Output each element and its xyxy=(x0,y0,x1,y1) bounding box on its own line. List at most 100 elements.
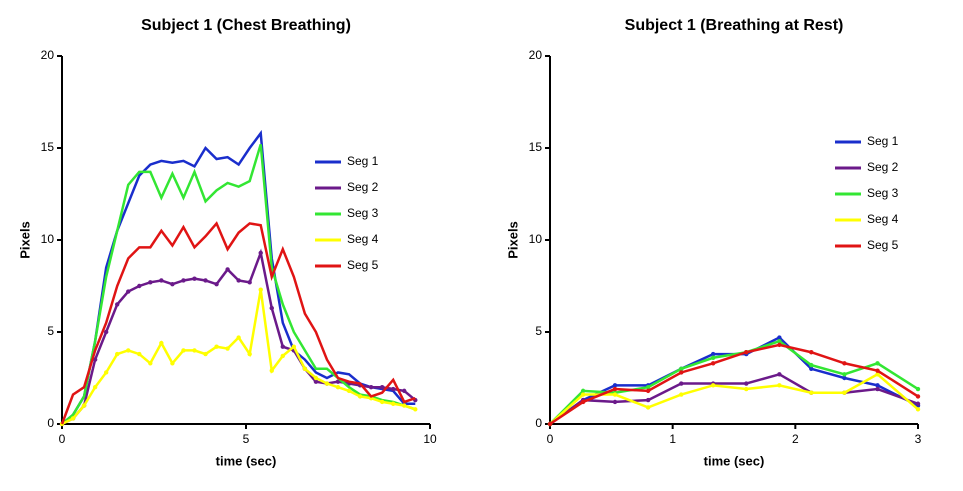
y-tick-label: 10 xyxy=(41,232,55,246)
point xyxy=(679,366,684,371)
x-axis-label: time (sec) xyxy=(704,453,765,468)
y-tick-label: 10 xyxy=(529,232,543,246)
point xyxy=(126,348,131,353)
legend-label: Seg 5 xyxy=(867,238,899,252)
point xyxy=(915,407,921,412)
point xyxy=(915,394,921,399)
point xyxy=(710,355,716,360)
point xyxy=(875,361,880,366)
y-tick-label: 15 xyxy=(529,140,543,154)
point xyxy=(744,350,749,355)
point xyxy=(875,372,880,377)
point xyxy=(402,403,407,408)
point xyxy=(192,276,197,281)
point xyxy=(915,401,921,406)
point xyxy=(710,383,716,388)
point xyxy=(645,405,651,410)
legend-label: Seg 5 xyxy=(347,258,379,272)
point xyxy=(280,353,285,359)
x-tick-label: 0 xyxy=(59,432,66,446)
series-line xyxy=(60,221,416,425)
point xyxy=(92,385,98,390)
y-axis-label: Pixels xyxy=(17,221,32,259)
y-tick-label: 5 xyxy=(47,324,54,338)
point xyxy=(612,383,618,388)
point xyxy=(269,305,274,311)
point xyxy=(580,399,586,405)
point xyxy=(580,392,586,397)
point xyxy=(346,388,352,394)
x-tick-label: 5 xyxy=(243,432,250,446)
point xyxy=(126,289,131,294)
y-tick-label: 0 xyxy=(47,416,54,430)
legend-label: Seg 1 xyxy=(867,134,899,148)
point xyxy=(214,344,219,349)
point xyxy=(379,399,385,405)
x-tick-label: 1 xyxy=(669,432,676,446)
point xyxy=(236,335,241,340)
point xyxy=(679,381,684,386)
x-tick-label: 3 xyxy=(915,432,922,446)
point xyxy=(744,386,749,392)
legend-label: Seg 2 xyxy=(347,180,379,194)
point xyxy=(744,381,749,386)
legend-label: Seg 3 xyxy=(347,206,379,220)
point xyxy=(679,370,684,375)
point xyxy=(148,280,153,285)
point xyxy=(645,385,651,390)
legend-label: Seg 2 xyxy=(867,160,899,174)
point xyxy=(214,281,219,287)
point xyxy=(710,351,716,357)
point xyxy=(170,361,175,366)
point xyxy=(269,368,274,373)
point xyxy=(115,351,120,357)
x-axis-label: time (sec) xyxy=(216,453,277,468)
point xyxy=(777,383,782,388)
point xyxy=(842,361,847,366)
point xyxy=(391,386,396,392)
point xyxy=(842,390,847,395)
point xyxy=(335,385,341,390)
point xyxy=(612,392,618,397)
point xyxy=(103,329,109,335)
y-tick-label: 20 xyxy=(529,48,543,62)
point xyxy=(809,350,814,355)
legend-label: Seg 4 xyxy=(867,212,899,226)
point xyxy=(547,421,553,427)
y-tick-label: 15 xyxy=(41,140,55,154)
point xyxy=(192,348,197,353)
point xyxy=(402,388,407,394)
point xyxy=(379,385,385,390)
point xyxy=(809,362,814,368)
point xyxy=(809,366,814,371)
point xyxy=(92,357,98,362)
point xyxy=(777,335,782,340)
point xyxy=(159,278,164,283)
point xyxy=(148,361,153,366)
point xyxy=(809,390,814,395)
point xyxy=(291,344,297,349)
series-line xyxy=(61,129,416,425)
point xyxy=(137,283,142,289)
point xyxy=(842,375,847,381)
series-line xyxy=(549,343,919,426)
point xyxy=(777,372,782,377)
point xyxy=(413,407,418,412)
point xyxy=(103,370,109,375)
point xyxy=(70,416,76,421)
x-tick-label: 0 xyxy=(547,432,554,446)
legend-label: Seg 4 xyxy=(347,232,379,246)
point xyxy=(645,397,651,403)
point xyxy=(313,379,319,384)
series-line xyxy=(549,372,919,425)
series-line xyxy=(549,372,919,426)
point xyxy=(875,386,880,392)
point xyxy=(335,379,341,384)
point xyxy=(324,381,330,386)
point xyxy=(357,394,363,399)
point xyxy=(181,278,186,283)
point xyxy=(236,278,241,283)
series-line xyxy=(61,143,416,425)
series-line xyxy=(549,336,919,426)
